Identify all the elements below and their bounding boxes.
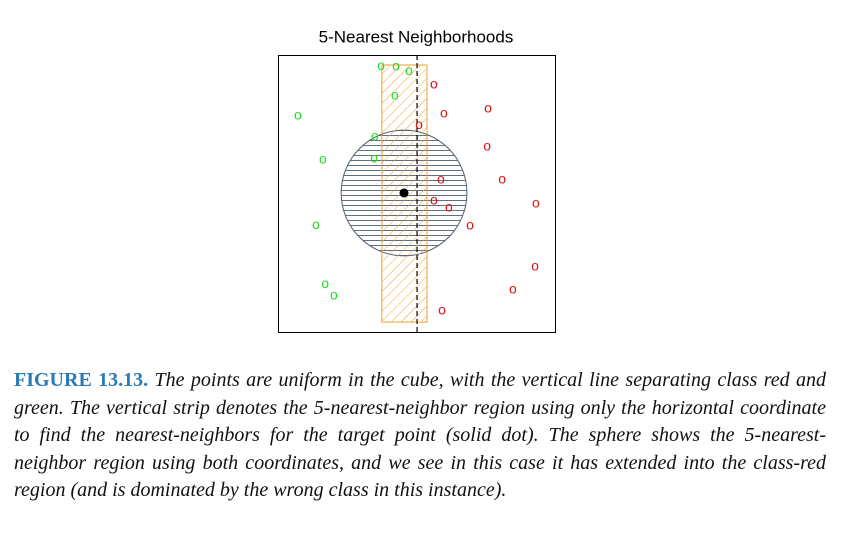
point: o <box>321 275 329 291</box>
point: o <box>483 138 491 154</box>
point: o <box>377 57 385 73</box>
point: o <box>371 128 379 144</box>
point: o <box>484 100 492 116</box>
point: o <box>319 151 327 167</box>
point: o <box>440 105 448 121</box>
point: o <box>430 76 438 92</box>
point: o <box>294 107 302 123</box>
point: o <box>509 281 517 297</box>
point: o <box>498 171 506 187</box>
chart-title: 5-Nearest Neighborhoods <box>319 27 514 46</box>
point: o <box>532 195 540 211</box>
point: o <box>330 287 338 303</box>
point: o <box>312 216 320 232</box>
point: o <box>466 217 474 233</box>
caption-text: The points are uniform in the cube, with… <box>14 369 826 501</box>
point: o <box>531 258 539 274</box>
caption-label: FIGURE 13.13. <box>14 369 149 391</box>
point: o <box>437 171 445 187</box>
point: o <box>430 192 438 208</box>
target-point <box>399 188 409 198</box>
caption: FIGURE 13.13. The points are uniform in … <box>14 367 826 505</box>
point: o <box>415 116 423 132</box>
point: o <box>405 62 413 78</box>
point: o <box>370 150 378 166</box>
point: o <box>391 87 399 103</box>
point: o <box>392 58 400 74</box>
point: o <box>438 302 446 318</box>
point: o <box>445 199 453 215</box>
